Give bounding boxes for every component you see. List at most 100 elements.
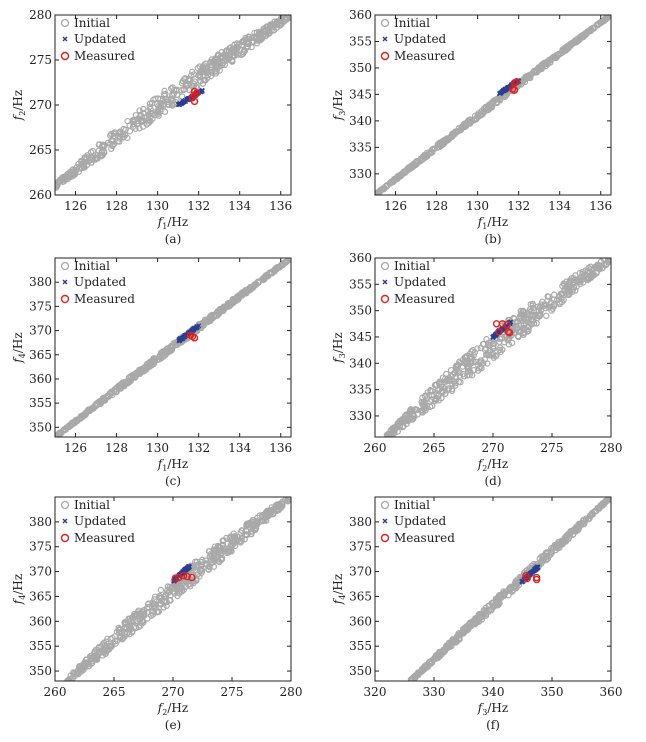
- data-layer: [55, 258, 291, 437]
- legend-initial-marker: [380, 261, 390, 271]
- y-axis-label: f4/Hz: [11, 574, 27, 605]
- initial-point: [262, 26, 270, 34]
- legend-updated-label: Updated: [394, 32, 447, 46]
- initial-point: [544, 549, 551, 556]
- initial-point: [452, 382, 459, 389]
- x-tick-label: 126: [384, 199, 407, 213]
- initial-point: [257, 32, 264, 39]
- initial-point: [95, 147, 102, 155]
- legend: Initial Updated Measured: [60, 16, 135, 63]
- initial-point: [202, 64, 210, 71]
- y-tick-label: 330: [349, 167, 372, 181]
- initial-point: [489, 99, 497, 106]
- initial-point: [493, 596, 500, 604]
- y-axis-label: f3/Hz: [331, 332, 347, 363]
- initial-point: [223, 54, 230, 61]
- initial-point: [163, 95, 170, 103]
- initial-point: [231, 52, 238, 59]
- legend-initial-label: Initial: [394, 16, 430, 30]
- initial-point: [78, 164, 86, 172]
- initial-point: [498, 335, 505, 342]
- initial-point: [115, 629, 123, 636]
- initial-point: [163, 602, 170, 609]
- initial-point: [586, 27, 593, 34]
- legend-initial-marker: [60, 500, 70, 510]
- initial-point: [419, 155, 427, 163]
- x-tick-label: 132: [187, 441, 210, 455]
- initial-point: [78, 161, 85, 168]
- x-tick-label: 136: [269, 441, 292, 455]
- initial-point: [526, 305, 534, 313]
- measured-point: [523, 574, 531, 583]
- initial-point: [429, 148, 436, 156]
- legend-initial-label: Initial: [74, 259, 110, 273]
- initial-point: [224, 302, 232, 309]
- measured-point: [504, 328, 513, 336]
- initial-point: [544, 60, 551, 67]
- initial-point: [234, 44, 241, 51]
- x-tick-label: 265: [423, 441, 446, 455]
- initial-point: [460, 625, 467, 633]
- legend-measured-label: Measured: [394, 292, 455, 306]
- x-tick-label: 130: [466, 199, 489, 213]
- initial-point: [533, 68, 541, 76]
- x-tick-label: 128: [105, 441, 128, 455]
- x-tick-label: 260: [364, 441, 387, 455]
- legend-measured-label: Measured: [394, 531, 455, 545]
- measured-point: [532, 575, 541, 584]
- y-tick-label: 370: [29, 565, 52, 579]
- initial-point: [512, 322, 519, 329]
- initial-point: [259, 276, 267, 283]
- initial-point: [429, 402, 436, 410]
- initial-point: [544, 297, 551, 304]
- initial-point: [143, 117, 151, 124]
- initial-point: [225, 47, 233, 54]
- measured-point: [498, 320, 507, 328]
- initial-point: [214, 309, 221, 317]
- initial-point: [443, 370, 450, 378]
- y-tick-label: 345: [349, 87, 372, 101]
- y-tick-label: 335: [349, 383, 372, 397]
- initial-point: [605, 258, 611, 266]
- initial-point: [457, 126, 464, 133]
- data-layer: [55, 15, 291, 191]
- initial-point: [428, 396, 435, 404]
- initial-point: [196, 573, 203, 580]
- initial-point: [161, 108, 169, 115]
- y-tick-label: 380: [29, 275, 52, 289]
- y-tick-label: 280: [29, 8, 52, 22]
- y-tick-label: 335: [349, 140, 372, 154]
- initial-point: [231, 534, 239, 541]
- x-tick-label: 350: [541, 685, 564, 699]
- initial-point: [435, 397, 442, 404]
- initial-point: [165, 588, 172, 596]
- initial-point: [267, 269, 275, 276]
- y-tick-label: 330: [349, 409, 372, 423]
- initial-point: [279, 501, 286, 508]
- plot-frame: [374, 14, 612, 196]
- initial-point: [116, 625, 123, 633]
- initial-point: [505, 341, 513, 348]
- updated-point: [534, 564, 540, 570]
- initial-point: [567, 42, 575, 49]
- initial-point: [224, 547, 232, 555]
- x-tick-label: 270: [162, 685, 185, 699]
- measured-point: [188, 94, 197, 102]
- subplot-e: 260 265 270 275 280 350 355 360 365 370 375 380 f2/H…: [11, 496, 302, 732]
- x-tick-label: 130: [146, 441, 169, 455]
- legend-initial-label: Initial: [74, 498, 110, 512]
- legend: Initial Updated Measured: [380, 16, 455, 63]
- initial-point: [128, 614, 136, 621]
- x-tick-label: 134: [228, 441, 251, 455]
- initial-point: [266, 28, 273, 35]
- initial-point: [144, 615, 151, 622]
- initial-point: [147, 359, 155, 366]
- initial-point: [546, 303, 554, 311]
- initial-point: [520, 322, 527, 329]
- initial-point: [399, 423, 406, 431]
- y-tick-label: 380: [349, 515, 372, 529]
- initial-point: [477, 364, 484, 371]
- initial-point: [580, 272, 587, 280]
- y-tick-label: 365: [29, 348, 52, 362]
- y-tick-label: 355: [349, 639, 372, 653]
